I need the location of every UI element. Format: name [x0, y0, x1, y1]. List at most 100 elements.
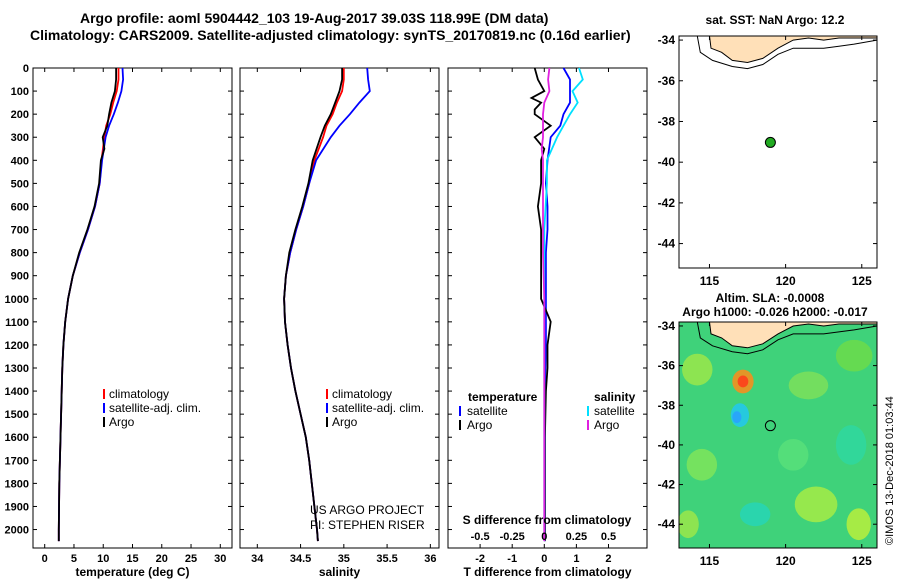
- y-tick-label: 500: [11, 178, 29, 190]
- x-tick-label: 0: [541, 553, 547, 565]
- map-y-tick-label: -36: [658, 74, 676, 88]
- sla-anomaly-patch: [739, 502, 771, 527]
- top-land: [679, 36, 877, 64]
- y-tick-label: 400: [11, 155, 29, 167]
- x-tick-label: 34: [251, 553, 264, 565]
- float-position-ring: [764, 420, 776, 432]
- y-tick-label: 1200: [5, 340, 29, 352]
- y-tick-label: 1800: [5, 478, 29, 490]
- sla-anomaly-patch: [788, 371, 829, 400]
- credit-line2: PI: STEPHEN RISER: [310, 518, 425, 532]
- bottom-land: [679, 322, 877, 349]
- y-tick-label: 600: [11, 201, 29, 213]
- x-axis-label: T difference from climatology: [463, 565, 631, 579]
- bottom-map-body: [679, 322, 877, 548]
- x-tick-label: 36: [424, 553, 436, 565]
- x-tick-label: 15: [126, 553, 138, 565]
- y-tick-label: 1400: [5, 386, 29, 398]
- x-tick-label: 10: [97, 553, 109, 565]
- top-map-body: [679, 36, 877, 70]
- y-tick-label: 1100: [5, 317, 29, 329]
- x-axis-label: salinity: [319, 565, 361, 579]
- legend-title-temperature: temperature: [468, 390, 538, 404]
- map-x-tick-label: 125: [852, 554, 872, 568]
- x-tick-label: 5: [71, 553, 77, 565]
- legend-label: satellite: [594, 404, 635, 418]
- salinity-diff-tick-label: 0: [541, 531, 547, 543]
- legend-label: Argo: [109, 415, 135, 429]
- series-line-argo: [57, 68, 117, 542]
- x-tick-label: 34.5: [290, 553, 311, 565]
- legend-label: Argo: [467, 418, 493, 432]
- sla-anomaly-patch: [835, 339, 873, 372]
- y-tick-label: 1500: [5, 409, 29, 421]
- profile-panel-3: [447, 67, 648, 549]
- figure-title-line2: Climatology: CARS2009. Satellite-adjuste…: [30, 27, 631, 43]
- profile-panel-2: [239, 67, 440, 549]
- salinity-diff-axis-label: S difference from climatology: [463, 513, 632, 527]
- map-y-tick-label: -40: [658, 438, 676, 452]
- y-tick-label: 900: [11, 271, 29, 283]
- map-y-tick-label: -44: [658, 237, 676, 251]
- map-bottom-title1: Altim. SLA: -0.0008: [716, 291, 825, 305]
- bottom-map-frame: [678, 321, 878, 549]
- map-x-tick-label: 120: [776, 274, 796, 288]
- bottom-shelf-contour: [696, 322, 877, 355]
- legend-title-salinity: salinity: [594, 390, 636, 404]
- y-tick-label: 1300: [5, 363, 29, 375]
- map-x-tick-label: 115: [700, 554, 720, 568]
- x-tick-label: -2: [475, 553, 485, 565]
- profile-panel-1: [32, 67, 233, 549]
- series-line-argo: [283, 68, 344, 542]
- sla-anomaly-patch: [682, 353, 713, 386]
- y-tick-label: 1700: [5, 455, 29, 467]
- series-line-temperature-argo: [529, 67, 553, 542]
- map-x-tick-label: 120: [776, 554, 796, 568]
- map-y-tick-label: -42: [658, 478, 676, 492]
- y-tick-label: 1000: [5, 294, 29, 306]
- y-tick-label: 800: [11, 248, 29, 260]
- series-line-salinity-argo: [540, 67, 551, 542]
- y-tick-label: 200: [11, 109, 29, 121]
- map-y-tick-label: -36: [658, 359, 676, 373]
- legend-label: Argo: [332, 415, 358, 429]
- salinity-diff-tick-label: -0.5: [471, 531, 490, 543]
- top-map-frame: [678, 35, 878, 269]
- legend-label: satellite-adj. clim.: [109, 401, 201, 415]
- x-tick-label: 0: [42, 553, 48, 565]
- x-tick-label: 2: [605, 553, 611, 565]
- map-x-tick-label: 115: [700, 274, 720, 288]
- map-y-tick-label: -44: [658, 517, 676, 531]
- map-x-tick-label: 125: [852, 274, 872, 288]
- map-y-tick-label: -38: [658, 114, 676, 128]
- figure-title-line1: Argo profile: aoml 5904442_103 19-Aug-20…: [80, 10, 549, 26]
- map-top-title: sat. SST: NaN Argo: 12.2: [706, 13, 845, 27]
- x-tick-label: 30: [214, 553, 226, 565]
- sla-anomaly-patch: [846, 508, 871, 541]
- salinity-diff-tick-label: 0.5: [601, 531, 616, 543]
- x-tick-label: 20: [156, 553, 168, 565]
- y-tick-label: 100: [11, 86, 29, 98]
- legend-label: climatology: [332, 387, 392, 401]
- y-tick-label: 700: [11, 225, 29, 237]
- y-tick-label: 0: [23, 63, 29, 75]
- sla-anomaly-patch: [679, 510, 699, 539]
- y-tick-label: 1600: [5, 432, 29, 444]
- legend-label: climatology: [109, 387, 169, 401]
- map-y-tick-label: -40: [658, 155, 676, 169]
- map-y-tick-label: -34: [658, 33, 676, 47]
- x-tick-label: 35.5: [376, 553, 397, 565]
- x-tick-label: 1: [573, 553, 579, 565]
- map-y-tick-label: -34: [658, 319, 676, 333]
- map-bottom-title2: Argo h1000: -0.026 h2000: -0.017: [682, 305, 868, 319]
- credit-line1: US ARGO PROJECT: [310, 503, 425, 517]
- sla-anomaly-patch: [737, 375, 749, 388]
- timestamp-label: ©IMOS 13-Dec-2018 01:03:44: [884, 396, 896, 545]
- x-axis-label: temperature (deg C): [75, 565, 189, 579]
- x-tick-label: 25: [185, 553, 197, 565]
- legend-label: satellite: [467, 404, 508, 418]
- top-map: 115 120 125 -34 -36 -38 -40 -42 -44: [658, 33, 878, 288]
- salinity-diff-tick-label: 0.25: [566, 531, 587, 543]
- x-tick-label: -1: [507, 553, 517, 565]
- y-tick-label: 2000: [5, 525, 29, 537]
